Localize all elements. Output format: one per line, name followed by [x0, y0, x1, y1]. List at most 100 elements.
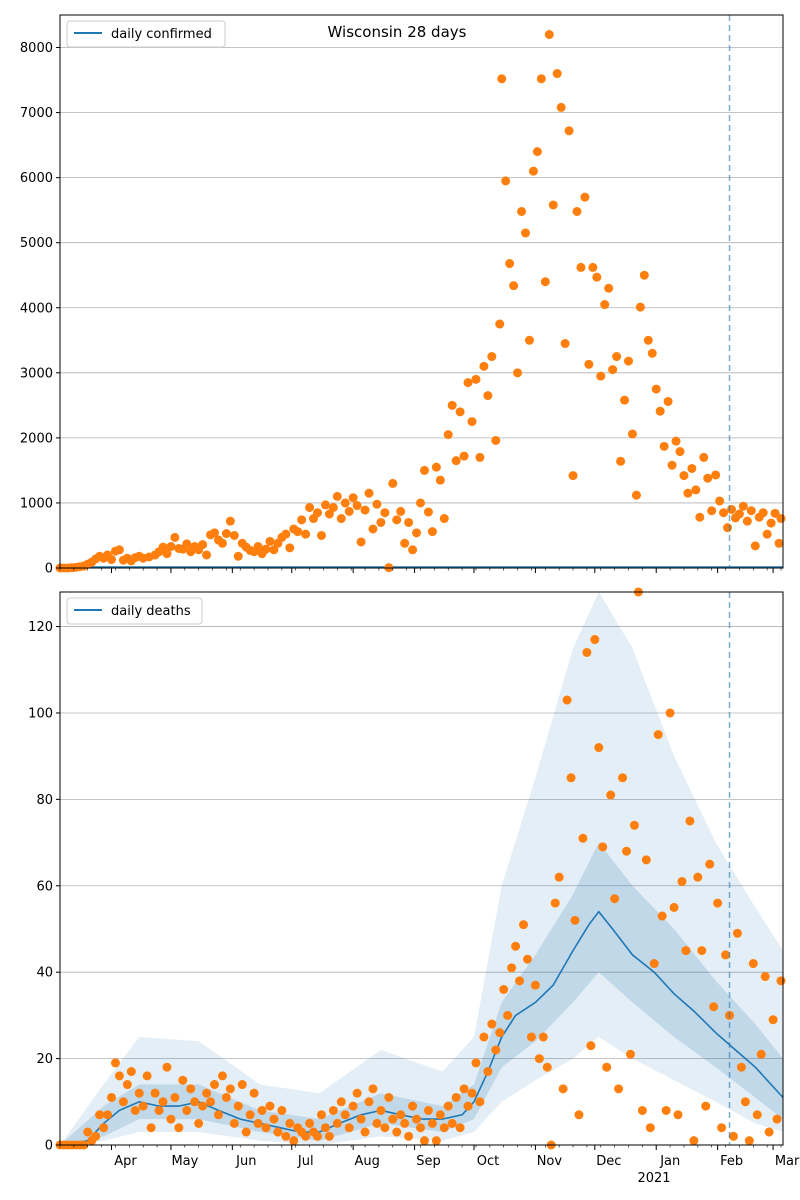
data-point	[126, 1067, 136, 1077]
data-point	[483, 1067, 493, 1077]
deaths-band-90	[60, 592, 783, 1145]
data-point	[679, 471, 689, 481]
data-point	[198, 1101, 208, 1111]
y-tick-label: 0	[45, 1139, 53, 1154]
data-point	[467, 1088, 477, 1098]
data-point	[622, 846, 632, 856]
data-point	[103, 1110, 113, 1120]
data-point	[451, 456, 461, 466]
data-point	[285, 543, 295, 553]
data-point	[643, 335, 653, 345]
data-point	[752, 1110, 762, 1120]
data-point	[356, 1114, 366, 1124]
data-point	[602, 1062, 612, 1072]
data-point	[711, 470, 721, 480]
data-point	[170, 1092, 180, 1102]
data-point	[655, 406, 665, 416]
data-point	[758, 508, 768, 518]
y-tick-label: 8000	[20, 41, 53, 56]
data-point	[320, 500, 330, 510]
data-point	[107, 1092, 117, 1102]
deaths-x-ticks: Apr May Jun Jul Aug Sep Oct Nov Dec Jan Feb Mar	[59, 1145, 800, 1169]
data-point	[614, 1084, 624, 1094]
data-point	[620, 395, 630, 405]
data-point	[360, 505, 370, 515]
data-point	[532, 147, 542, 157]
data-point	[503, 1010, 513, 1020]
data-point	[719, 508, 729, 518]
data-point	[701, 1101, 711, 1111]
data-point	[713, 898, 723, 908]
data-point	[95, 1110, 105, 1120]
data-point	[305, 1118, 315, 1128]
y-tick-label: 5000	[20, 236, 53, 251]
data-point	[580, 192, 590, 202]
data-point	[130, 1105, 140, 1115]
deaths-panel: 0 20 40 60 80 100 120 Apr May Jun Jul Aug Sep Oct Nov…	[28, 587, 800, 1186]
deaths-y-ticks: 0 20 40 60 80 100 120	[28, 620, 60, 1154]
data-point	[491, 435, 501, 445]
data-point	[380, 1123, 390, 1133]
data-point	[705, 859, 715, 869]
deaths-band-50	[60, 842, 783, 1145]
data-point	[693, 872, 703, 882]
data-point	[572, 206, 582, 216]
data-point	[376, 517, 386, 527]
data-point	[158, 542, 168, 552]
data-point	[416, 1123, 426, 1133]
data-point	[229, 1118, 239, 1128]
data-point	[313, 1131, 323, 1141]
data-point	[316, 1110, 326, 1120]
data-point	[756, 1049, 766, 1059]
data-point	[289, 1136, 299, 1146]
data-point	[348, 1101, 358, 1111]
data-point	[316, 530, 326, 540]
data-point	[427, 1118, 437, 1128]
data-point	[237, 1080, 247, 1090]
data-point	[683, 488, 693, 498]
data-point	[404, 1131, 414, 1141]
data-point	[645, 1123, 655, 1133]
confirmed-y-ticks: 0 1000 2000 3000 4000 5000 6000 7000 8000	[20, 41, 60, 577]
data-point	[530, 980, 540, 990]
data-point	[552, 69, 562, 79]
y-tick-label: 6000	[20, 171, 53, 186]
x-tick-label: Nov	[537, 1154, 563, 1169]
data-point	[356, 537, 366, 547]
data-point	[697, 946, 707, 956]
data-point	[368, 524, 378, 534]
data-point	[721, 950, 731, 960]
data-point	[217, 1071, 227, 1081]
data-point	[293, 527, 303, 537]
y-tick-label: 20	[36, 1052, 53, 1067]
data-point	[513, 368, 523, 378]
data-point	[517, 206, 527, 216]
data-point	[154, 1105, 164, 1115]
data-point	[368, 1084, 378, 1094]
data-point	[225, 1084, 235, 1094]
data-point	[328, 1105, 338, 1115]
data-point	[610, 894, 620, 904]
data-point	[396, 1110, 406, 1120]
data-point	[340, 1110, 350, 1120]
data-point	[435, 1110, 445, 1120]
data-point	[471, 1058, 481, 1068]
data-point	[83, 1127, 93, 1137]
data-point	[253, 1118, 263, 1128]
data-point	[170, 532, 180, 542]
data-point	[324, 1131, 334, 1141]
data-point	[178, 1075, 188, 1085]
data-point	[380, 508, 390, 518]
data-point	[459, 451, 469, 461]
data-point	[703, 473, 713, 483]
y-tick-label: 1000	[20, 496, 53, 511]
x-tick-label: Jul	[297, 1154, 314, 1169]
x-tick-label: Sep	[416, 1154, 441, 1169]
data-point	[612, 352, 622, 362]
data-point	[447, 1118, 457, 1128]
data-point	[265, 536, 275, 546]
confirmed-x-ticks	[59, 568, 782, 573]
data-point	[233, 1101, 243, 1111]
data-point	[594, 743, 604, 753]
data-point	[776, 976, 786, 986]
